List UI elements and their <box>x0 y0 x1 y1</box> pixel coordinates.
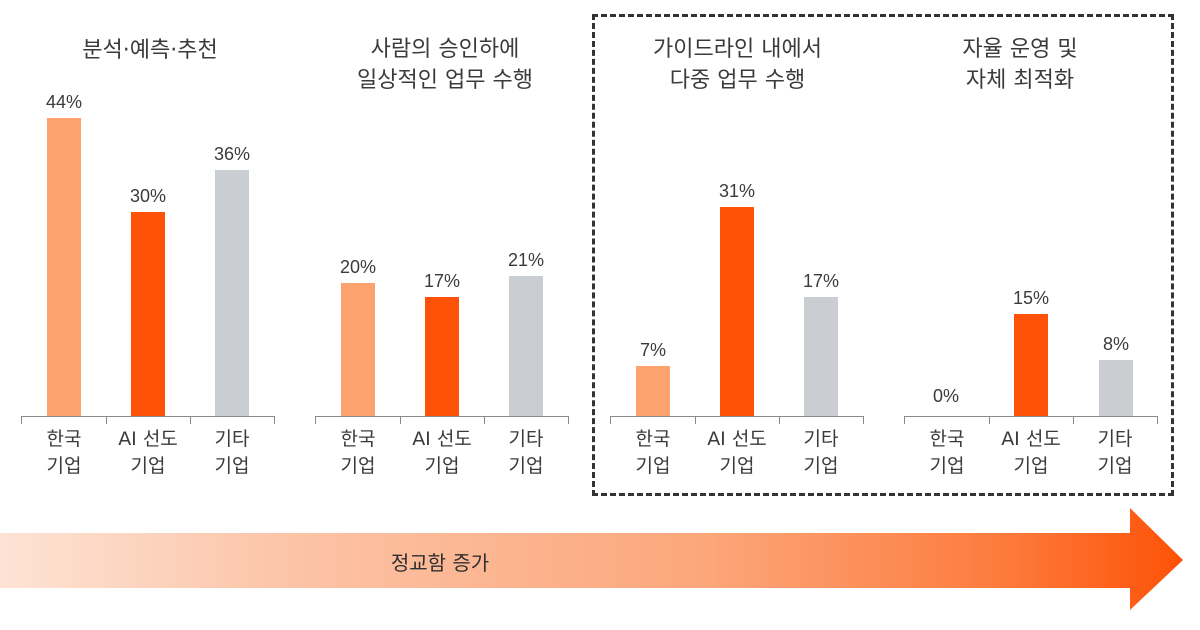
axis-tick <box>1073 416 1074 424</box>
x-axis <box>610 416 864 417</box>
axis-tick <box>21 416 22 424</box>
bar-ai-leader <box>425 297 459 416</box>
bar-other <box>509 276 543 416</box>
axis-tick <box>989 416 990 424</box>
axis-tick <box>610 416 611 424</box>
group-title: 분석·예측·추천 <box>82 38 218 63</box>
value-label: 30% <box>129 186 167 206</box>
axis-tick <box>904 416 905 424</box>
value-label: 17% <box>423 271 461 291</box>
bar-other <box>1099 360 1133 416</box>
category-label: AI 선도 기업 <box>707 428 767 477</box>
group-title: 가이드라인 내에서 다중 업무 수행 <box>653 37 822 93</box>
bar-korea <box>636 366 670 416</box>
axis-tick <box>568 416 569 424</box>
category-label: 한국 기업 <box>340 428 376 477</box>
axis-tick <box>779 416 780 424</box>
category-label: 기타 기업 <box>803 428 839 477</box>
category-label: 한국 기업 <box>929 428 965 477</box>
category-label: 기타 기업 <box>214 428 250 477</box>
bar-korea <box>47 118 81 416</box>
bar-other <box>804 297 838 416</box>
category-label: 기타 기업 <box>1097 428 1133 477</box>
bar-korea <box>341 283 375 416</box>
value-label: 21% <box>507 250 545 270</box>
axis-tick <box>400 416 401 424</box>
value-label: 0% <box>932 386 959 406</box>
bar-ai-leader <box>720 207 754 416</box>
value-label: 17% <box>802 271 840 291</box>
axis-tick <box>1157 416 1158 424</box>
x-axis <box>315 416 569 417</box>
category-label: 한국 기업 <box>46 428 82 477</box>
category-label: AI 선도 기업 <box>412 428 472 477</box>
x-axis <box>904 416 1158 417</box>
category-label: 기타 기업 <box>508 428 544 477</box>
bar-ai-leader <box>1014 314 1048 416</box>
value-label: 20% <box>339 257 377 277</box>
x-axis <box>21 416 275 417</box>
value-label: 31% <box>718 181 756 201</box>
axis-tick <box>863 416 864 424</box>
value-label: 8% <box>1102 334 1129 354</box>
axis-tick <box>315 416 316 424</box>
axis-tick <box>484 416 485 424</box>
axis-tick <box>190 416 191 424</box>
value-label: 36% <box>213 144 251 164</box>
axis-tick <box>106 416 107 424</box>
axis-tick <box>695 416 696 424</box>
arrow-label: 정교함 증가 <box>390 551 490 575</box>
category-label: AI 선도 기업 <box>1001 428 1061 477</box>
value-label: 15% <box>1012 288 1050 308</box>
value-label: 44% <box>45 92 83 112</box>
value-label: 7% <box>639 340 666 360</box>
category-label: 한국 기업 <box>635 428 671 477</box>
bar-other <box>215 170 249 416</box>
group-title: 자율 운영 및 자체 최적화 <box>962 37 1078 93</box>
bar-ai-leader <box>131 212 165 416</box>
highlight-dashed-box <box>592 14 1174 496</box>
axis-tick <box>274 416 275 424</box>
group-title: 사람의 승인하에 일상적인 업무 수행 <box>357 37 533 93</box>
category-label: AI 선도 기업 <box>118 428 178 477</box>
